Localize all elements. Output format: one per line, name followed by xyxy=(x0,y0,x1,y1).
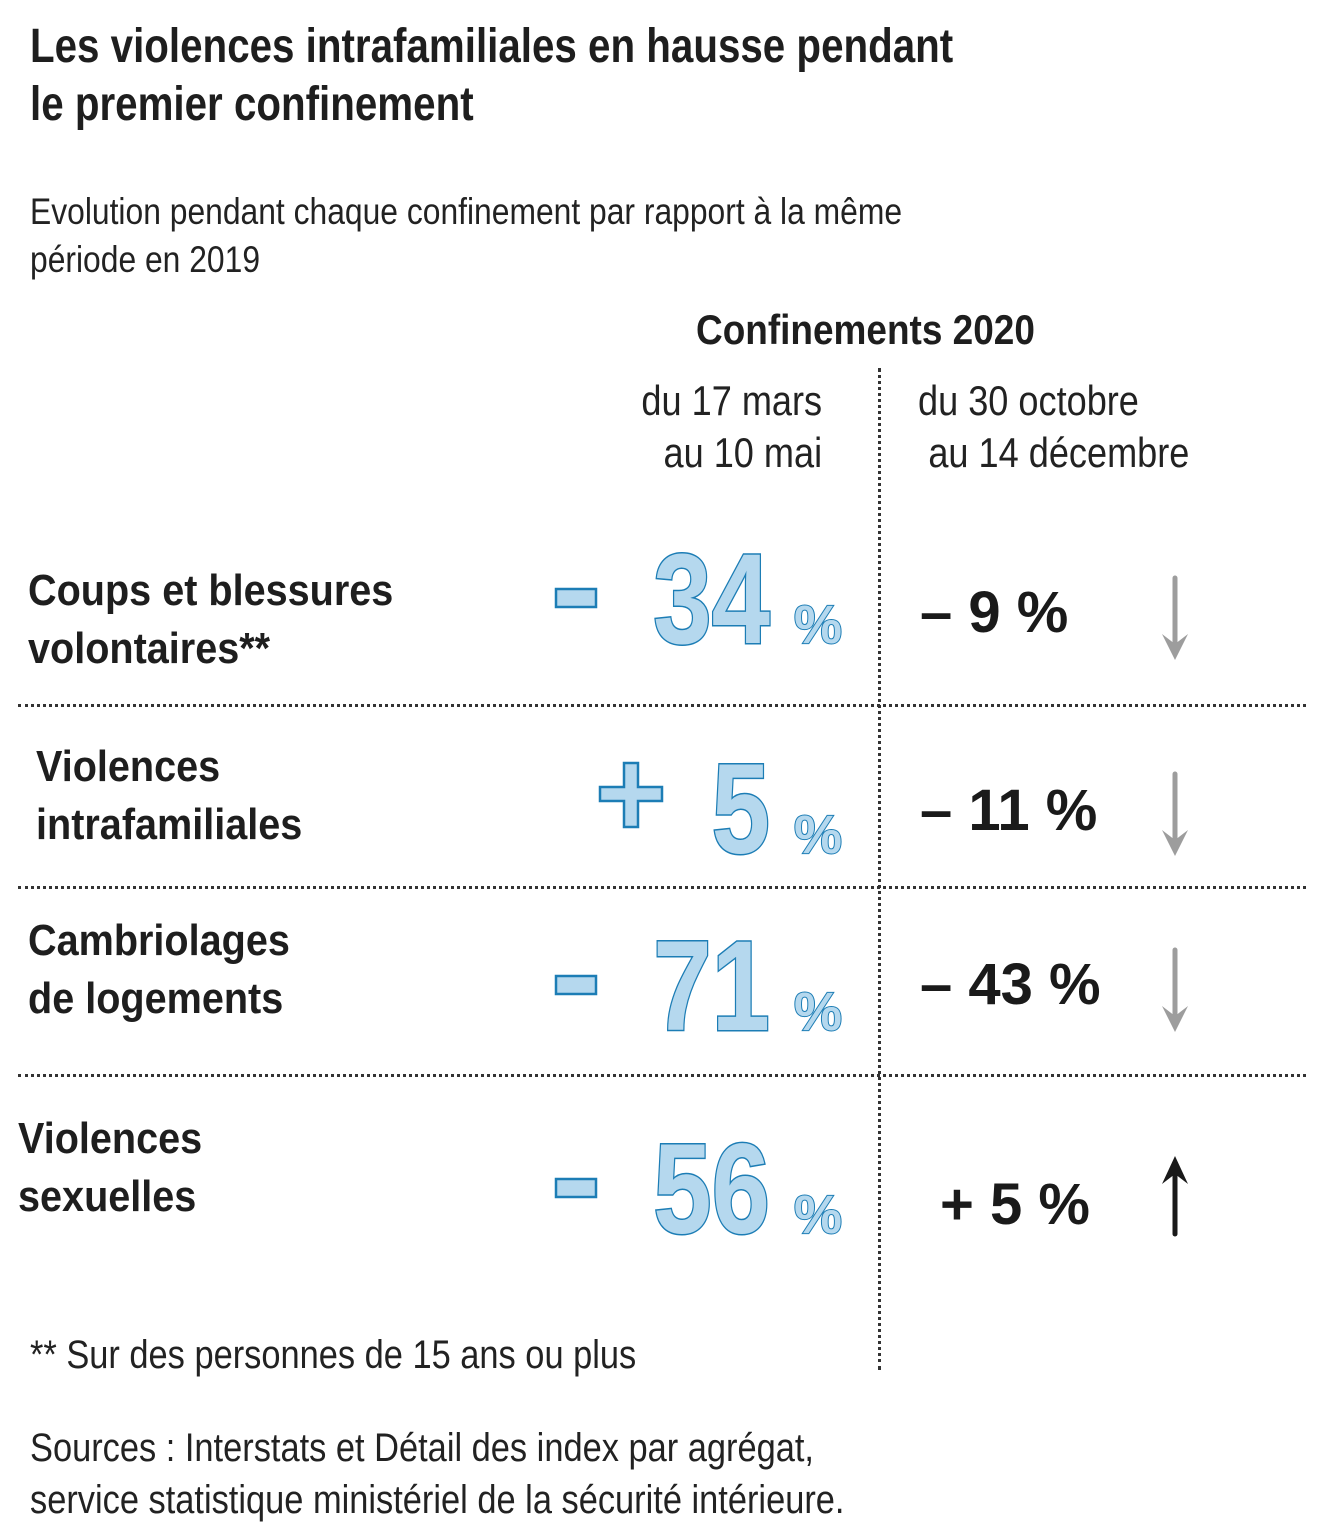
row-label: Violences intrafamiliales xyxy=(36,738,302,854)
period-1-number: 34 xyxy=(653,527,770,670)
row-label-line-2: de logements xyxy=(28,974,284,1023)
row-label-line-2: volontaires** xyxy=(28,624,271,673)
period-1-number: 56 xyxy=(653,1117,770,1260)
period-1-value: 56% xyxy=(554,1116,843,1262)
row-label-line-1: Violences xyxy=(18,1114,203,1163)
period-2-line-2: au 14 décembre xyxy=(928,429,1190,476)
row-label: Cambriolages de logements xyxy=(28,912,290,1028)
period-2-value: – 11 % xyxy=(920,778,1098,843)
column-header-period-1: du 17 mars au 10 mai xyxy=(641,375,822,479)
period-1-value: 34% xyxy=(554,526,843,672)
chart-title-line-1: Les violences intrafamiliales en hausse … xyxy=(30,20,954,73)
arrow-down-icon xyxy=(1162,575,1188,660)
sources-line-2: service statistique ministériel de la sé… xyxy=(30,1478,845,1522)
row-label-line-1: Coups et blessures xyxy=(28,566,394,615)
arrow-down-icon xyxy=(1162,947,1188,1032)
minus-sign xyxy=(554,587,598,609)
plus-sign xyxy=(598,761,664,829)
row-label: Violences sexuelles xyxy=(18,1110,202,1226)
minus-sign xyxy=(554,974,598,996)
period-1-percent: % xyxy=(794,1185,842,1245)
sources-line-1: Sources : Interstats et Détail des index… xyxy=(30,1426,814,1470)
period-1-value: 5% xyxy=(598,736,843,882)
period-1-percent: % xyxy=(794,595,842,655)
row-label-line-2: intrafamiliales xyxy=(36,800,303,849)
column-group-title: Confinements 2020 xyxy=(696,306,1035,353)
period-1-value: 71% xyxy=(554,913,843,1059)
row-divider-3 xyxy=(18,1074,1306,1077)
row-label-line-2: sexuelles xyxy=(18,1172,197,1221)
chart-title-line-2: le premier confinement xyxy=(30,78,474,131)
period-2-value: + 5 % xyxy=(940,1172,1090,1237)
sources: Sources : Interstats et Détail des index… xyxy=(30,1422,844,1526)
chart-subtitle-line-2: période en 2019 xyxy=(30,239,261,280)
period-1-line-2: au 10 mai xyxy=(663,429,822,476)
period-2-value: – 9 % xyxy=(920,580,1069,645)
period-1-number: 71 xyxy=(653,914,770,1057)
row-label-line-1: Cambriolages xyxy=(28,916,290,965)
footnote: ** Sur des personnes de 15 ans ou plus xyxy=(30,1333,637,1377)
period-1-number: 5 xyxy=(712,737,770,880)
chart-title: Les violences intrafamiliales en hausse … xyxy=(30,18,953,134)
chart-subtitle: Evolution pendant chaque confinement par… xyxy=(30,188,902,284)
row-label-line-1: Violences xyxy=(36,742,221,791)
minus-sign xyxy=(554,1177,598,1199)
period-1-line-1: du 17 mars xyxy=(641,377,822,424)
row-divider-2 xyxy=(18,886,1306,889)
period-1-percent: % xyxy=(794,982,842,1042)
row-divider-1 xyxy=(18,704,1306,707)
column-divider xyxy=(878,368,881,1370)
column-header-period-2: du 30 octobre au 14 décembre xyxy=(918,375,1189,479)
arrow-up-icon xyxy=(1162,1156,1188,1237)
chart-subtitle-line-1: Evolution pendant chaque confinement par… xyxy=(30,191,903,232)
period-2-line-1: du 30 octobre xyxy=(918,377,1139,424)
row-label: Coups et blessures volontaires** xyxy=(28,562,393,678)
period-2-value: – 43 % xyxy=(920,952,1101,1017)
period-1-percent: % xyxy=(794,805,842,865)
arrow-down-icon xyxy=(1162,771,1188,856)
